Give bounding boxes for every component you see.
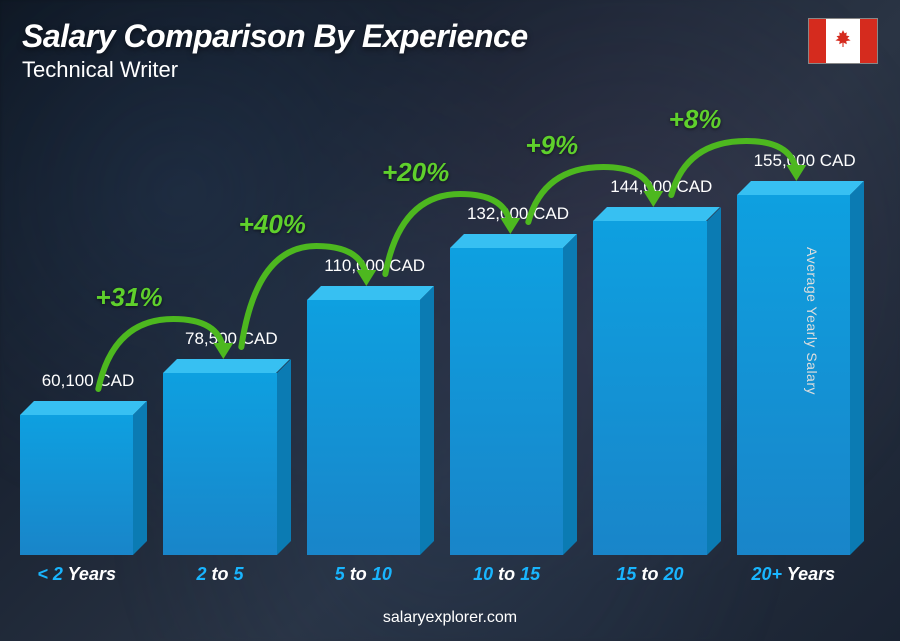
bar [20, 415, 133, 555]
bars-container: 60,100 CAD78,500 CAD+31%110,000 CAD+40%1… [20, 135, 850, 555]
bar-slot: 155,000 CAD+8% [737, 135, 850, 555]
bar-side [277, 359, 291, 555]
x-axis-label: < 2 Years [20, 564, 133, 585]
x-axis-label: 10 to 15 [450, 564, 563, 585]
bar-side [850, 181, 864, 555]
bar-side [420, 286, 434, 555]
bar-front [737, 195, 850, 555]
bar-front [450, 248, 563, 555]
x-axis-label: 20+ Years [737, 564, 850, 585]
header: Salary Comparison By Experience Technica… [22, 18, 878, 83]
canada-flag-icon [808, 18, 878, 64]
bar-front [593, 221, 706, 555]
bar-side [563, 234, 577, 555]
bar [593, 221, 706, 555]
x-axis-label: 5 to 10 [307, 564, 420, 585]
chart-area: 60,100 CAD78,500 CAD+31%110,000 CAD+40%1… [20, 100, 850, 583]
y-axis-label: Average Yearly Salary [804, 247, 820, 395]
increase-arrow-icon [623, 105, 850, 201]
bar-side [707, 207, 721, 555]
chart-title: Salary Comparison By Experience [22, 18, 528, 55]
bar-front [163, 373, 276, 555]
x-axis-labels: < 2 Years 2 to 5 5 to 10 10 to 15 15 to 20 20… [20, 564, 850, 585]
chart-subtitle: Technical Writer [22, 57, 528, 83]
x-axis-label: 15 to 20 [593, 564, 706, 585]
bar [450, 248, 563, 555]
bar [737, 195, 850, 555]
maple-leaf-icon [830, 28, 856, 54]
footer-source: salaryexplorer.com [0, 609, 900, 627]
bar [163, 373, 276, 555]
bar-side [133, 401, 147, 555]
x-axis-label: 2 to 5 [163, 564, 276, 585]
bar-front [20, 415, 133, 555]
title-block: Salary Comparison By Experience Technica… [22, 18, 528, 83]
bar-top [20, 401, 147, 415]
